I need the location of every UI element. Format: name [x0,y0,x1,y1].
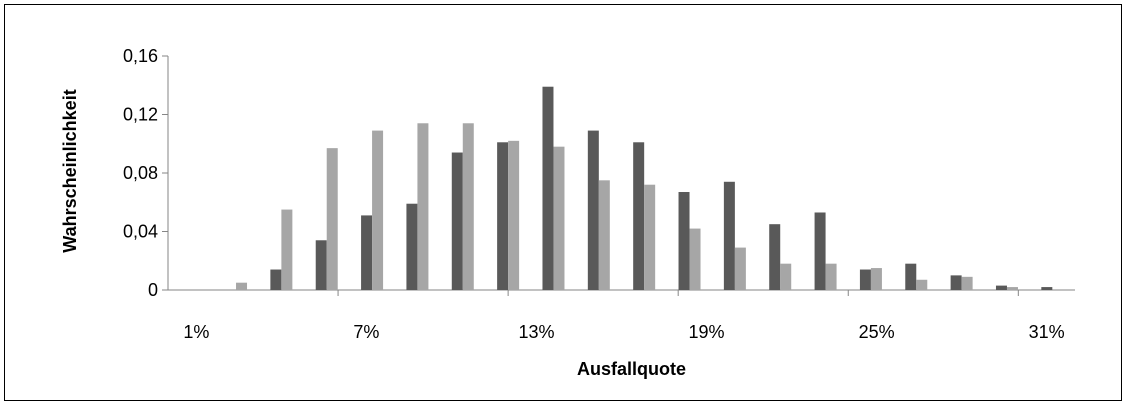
y-tick-label: 0,12 [123,105,158,125]
bar [236,282,248,290]
bar [587,130,599,290]
x-tick-label: 1% [183,322,209,342]
bar [678,192,690,290]
bar [780,263,792,290]
bar [497,142,509,290]
bar [814,212,826,290]
bar [451,152,463,290]
bar [905,263,917,290]
bar [825,263,837,290]
bar [598,180,610,290]
bar [723,181,735,290]
bar [508,140,520,290]
bar [462,123,474,291]
x-tick-label: 19% [689,322,725,342]
x-tick-label: 25% [859,322,895,342]
bar [1006,287,1018,290]
y-tick-label: 0 [148,280,158,300]
bar [326,148,338,290]
x-axis-title: Ausfallquote [577,359,686,379]
bar [961,276,973,290]
bar [417,123,429,291]
y-tick-label: 0,16 [123,46,158,66]
bar [916,279,928,290]
bar [633,142,645,290]
y-tick-label: 0,04 [123,222,158,242]
bar [689,228,701,290]
bar [1041,287,1053,290]
bar [372,130,384,290]
bar [995,285,1007,290]
bar [270,269,282,290]
bar [361,215,373,290]
bar [281,209,293,290]
bar [406,203,418,290]
y-tick-label: 0,08 [123,163,158,183]
bar [644,184,656,290]
y-axis-title: Wahrscheinlichkeit [60,89,80,252]
bar [769,224,781,290]
bar [859,269,871,290]
bar [734,247,746,290]
bar [950,275,962,290]
x-tick-label: 13% [518,322,554,342]
x-tick-label: 31% [1029,322,1065,342]
bar [870,268,882,290]
bar [542,86,554,291]
bar [315,240,327,290]
x-tick-label: 7% [353,322,379,342]
bar [553,146,565,290]
